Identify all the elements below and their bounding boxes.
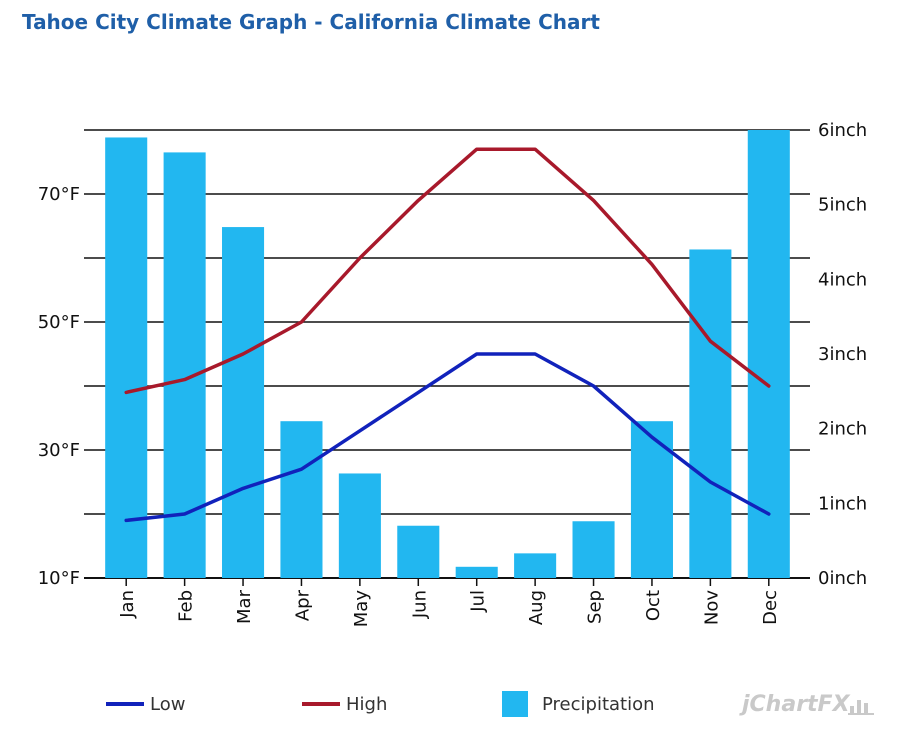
precipitation-bar [572, 521, 615, 578]
x-tick-label: Apr [292, 589, 313, 621]
y-right-tick-label: 4inch [818, 269, 867, 290]
legend-label-low: Low [150, 693, 186, 715]
x-tick-label: May [351, 590, 372, 628]
x-tick-label: Jul [468, 590, 489, 613]
legend-label-high: High [346, 693, 388, 715]
y-right-tick-label: 2inch [818, 419, 867, 440]
x-tick-label: Aug [526, 590, 547, 625]
precipitation-bar [222, 227, 265, 579]
legend-item-high: High [302, 690, 387, 718]
x-tick-label: Nov [701, 590, 722, 625]
y-right-tick-label: 1inch [818, 493, 867, 514]
precipitation-bar [747, 130, 790, 578]
y-right-tick-label: 5inch [818, 195, 867, 216]
precipitation-bar [105, 137, 148, 578]
watermark-logo: jChartFX [742, 692, 850, 717]
chart-title: Tahoe City Climate Graph - California Cl… [22, 10, 600, 34]
watermark-chart-icon [848, 700, 874, 715]
y-left-tick-label: 30°F [38, 440, 80, 461]
y-right-tick-label: 0inch [818, 568, 867, 589]
precipitation-bar [514, 553, 557, 578]
precipitation-bar [338, 473, 381, 578]
x-tick-label: Sep [585, 590, 606, 624]
x-tick-label: Jun [409, 590, 430, 619]
legend-item-precipitation: Precipitation [502, 690, 655, 718]
y-left-tick-label: 70°F [38, 184, 80, 205]
y-right-tick-label: 6inch [818, 120, 867, 141]
legend-swatch-precipitation [502, 691, 528, 717]
precipitation-bar [280, 421, 323, 578]
series-line-low [124, 352, 771, 523]
y-left-tick-label: 10°F [38, 568, 80, 589]
x-tick-label: Jan [117, 590, 138, 619]
precipitation-bar [689, 249, 732, 578]
precipitation-bar [455, 566, 498, 578]
x-tick-label: Mar [234, 589, 255, 624]
legend-item-low: Low [106, 690, 185, 718]
x-tick-label: Dec [760, 590, 781, 625]
y-left-tick-label: 50°F [38, 312, 80, 333]
legend-swatch-high [302, 702, 340, 706]
x-tick-label: Oct [643, 590, 664, 621]
y-right-tick-label: 3inch [818, 344, 867, 365]
series-line-high [124, 147, 771, 395]
legend-swatch-low [106, 702, 144, 706]
precipitation-bar [397, 525, 440, 578]
x-tick-label: Feb [176, 590, 197, 622]
precipitation-bar [630, 421, 673, 578]
legend-label-precipitation: Precipitation [542, 693, 655, 715]
